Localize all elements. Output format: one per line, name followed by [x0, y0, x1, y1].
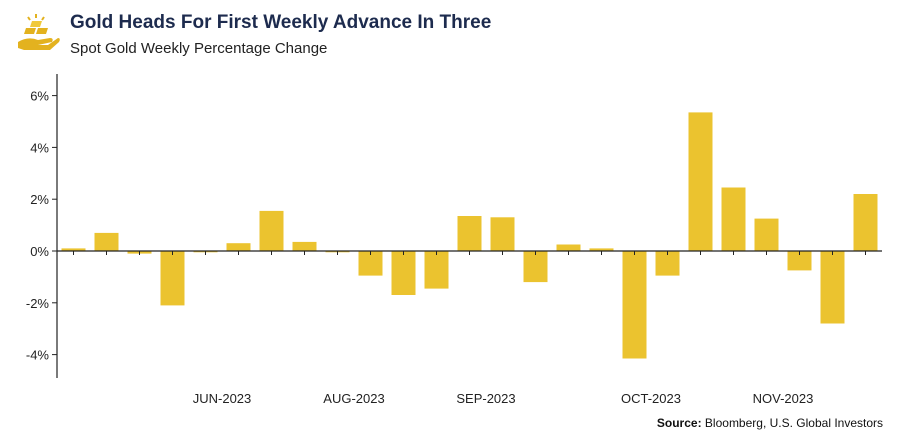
- bar: [787, 251, 812, 271]
- chart-title: Gold Heads For First Weekly Advance In T…: [70, 12, 492, 33]
- y-tick-label: 0%: [30, 244, 49, 259]
- bar: [490, 217, 515, 251]
- bar: [61, 248, 86, 251]
- bar: [721, 187, 746, 251]
- bar: [292, 241, 317, 251]
- x-tick-label: NOV-2023: [753, 391, 814, 406]
- chart-subtitle: Spot Gold Weekly Percentage Change: [70, 40, 328, 57]
- source-label: Source:: [656, 416, 702, 430]
- bar: [160, 251, 185, 306]
- bar: [820, 251, 845, 324]
- bar: [358, 251, 383, 276]
- y-tick-label: 4%: [30, 140, 49, 155]
- source-note: Source: Bloomberg, U.S. Global Investors: [657, 416, 883, 430]
- x-tick-label: SEP-2023: [456, 391, 515, 406]
- y-tick-label: -2%: [26, 296, 50, 311]
- bar: [754, 218, 779, 251]
- bar: [853, 194, 878, 251]
- x-tick-label: AUG-2023: [323, 391, 384, 406]
- y-tick-label: -4%: [26, 348, 50, 363]
- y-tick-label: 6%: [30, 89, 49, 104]
- gold-bars-hand-icon: [18, 14, 60, 50]
- bar: [688, 112, 713, 252]
- bar: [226, 243, 251, 251]
- bar: [94, 232, 119, 251]
- bar: [523, 251, 548, 283]
- bar: [457, 216, 482, 251]
- source-text: Bloomberg, U.S. Global Investors: [704, 416, 883, 430]
- bar: [259, 210, 284, 251]
- bar: [655, 251, 680, 276]
- bar: [589, 248, 614, 251]
- x-tick-label: OCT-2023: [621, 391, 681, 406]
- bar: [556, 244, 581, 251]
- y-tick-label: 2%: [30, 192, 49, 207]
- bar: [391, 251, 416, 295]
- bar: [622, 251, 647, 359]
- x-tick-label: JUN-2023: [193, 391, 252, 406]
- bar: [424, 251, 449, 289]
